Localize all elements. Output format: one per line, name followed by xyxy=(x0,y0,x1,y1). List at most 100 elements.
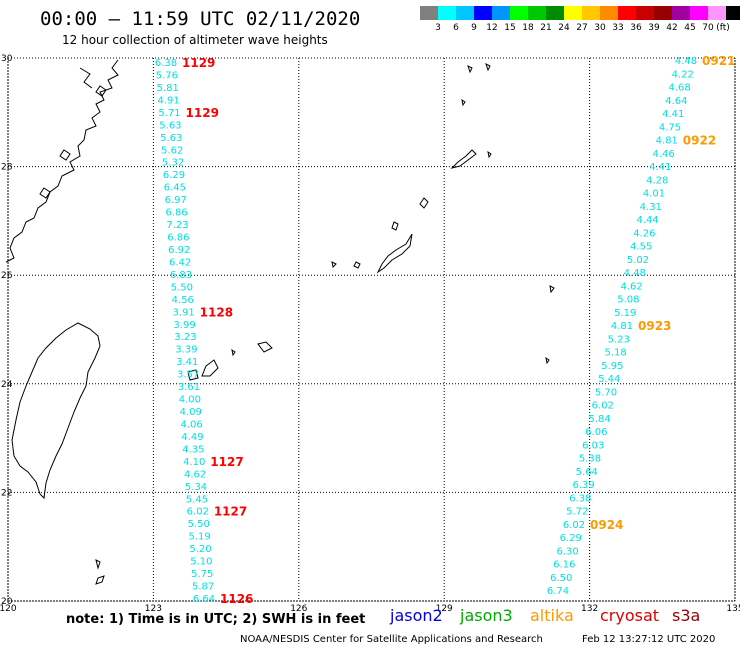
pass-time-label: 0924 xyxy=(590,518,623,532)
wave-height-value: 5.87 xyxy=(192,582,214,593)
small-island xyxy=(485,63,491,72)
scale-swatch xyxy=(708,6,726,20)
longitude-label: 123 xyxy=(145,604,162,614)
scale-swatch xyxy=(420,6,438,20)
wave-height-value: 7.23 xyxy=(166,220,188,231)
wave-height-value: 4.06 xyxy=(180,419,202,430)
scale-label: 30 xyxy=(594,23,606,33)
wave-height-value: 3.61 xyxy=(178,382,200,393)
pass-time-label: 0923 xyxy=(638,319,671,333)
scale-swatch xyxy=(492,6,510,20)
latitude-label: 22 xyxy=(1,488,12,498)
scale-label: 21 xyxy=(540,23,552,33)
wave-height-value: 4.41 xyxy=(649,162,671,173)
wave-height-value: 5.76 xyxy=(156,70,178,81)
iriomote-island xyxy=(187,369,199,381)
wave-height-value: 6.29 xyxy=(560,533,582,544)
wave-height-value: 6.02 xyxy=(563,520,585,531)
wave-height-value: 4.62 xyxy=(184,469,206,480)
wave-height-value: 6.92 xyxy=(168,245,190,256)
pass-time-label: 1127 xyxy=(214,505,247,519)
satellite-altika: altika xyxy=(530,606,574,625)
longitude-label: 126 xyxy=(290,604,307,614)
scale-label: 6 xyxy=(453,23,459,33)
scale-swatch xyxy=(690,6,708,20)
scale-swatch xyxy=(600,6,618,20)
wave-height-value: 6.42 xyxy=(169,257,191,268)
wave-height-value: 5.20 xyxy=(189,544,211,555)
wave-height-value: 6.50 xyxy=(550,573,572,584)
small-island xyxy=(487,150,492,159)
wave-height-value: 5.75 xyxy=(191,569,213,580)
generated-timestamp: Feb 12 13:27:12 UTC 2020 xyxy=(582,634,716,645)
okinoerabu-island xyxy=(391,221,399,231)
wave-height-value: 6.39 xyxy=(572,480,594,491)
scale-label: 33 xyxy=(612,23,624,33)
scale-label: 12 xyxy=(486,23,498,33)
source-credit: NOAA/NESDIS Center for Satellite Applica… xyxy=(240,634,543,645)
small-island xyxy=(95,559,101,570)
wave-height-value: 6.97 xyxy=(165,195,187,206)
wave-height-value: 5.19 xyxy=(188,532,210,543)
scale-swatch xyxy=(528,6,546,20)
map-title: 00:00 – 11:59 UTC 02/11/2020 xyxy=(40,8,361,30)
wave-height-value: 5.63 xyxy=(159,120,181,131)
wave-height-value: 4.28 xyxy=(646,175,668,186)
small-island xyxy=(331,261,337,269)
pass-time-label: 1127 xyxy=(210,455,243,469)
wave-height-value: 4.91 xyxy=(158,95,180,106)
wave-height-value: 3.57 xyxy=(177,370,199,381)
wave-height-value: 3.23 xyxy=(174,332,196,343)
satellite-s3a: s3a xyxy=(672,606,701,625)
wave-height-value: 5.50 xyxy=(188,519,210,530)
wave-height-value: 6.06 xyxy=(585,427,607,438)
wave-height-value: 6.83 xyxy=(170,270,192,281)
wave-height-value: 4.49 xyxy=(181,432,203,443)
wave-height-value: 5.08 xyxy=(617,295,639,306)
scale-swatch xyxy=(510,6,528,20)
longitude-label: 132 xyxy=(581,604,598,614)
scale-label: 9 xyxy=(471,23,477,33)
satellite-jason2: jason2 xyxy=(390,606,443,625)
wave-height-value: 4.81 xyxy=(611,321,633,332)
latitude-label: 30 xyxy=(1,54,13,64)
okinawa-island xyxy=(376,233,413,274)
wave-height-value: 6.86 xyxy=(165,208,187,219)
wave-height-value: 4.35 xyxy=(182,444,204,455)
wave-height-value: 5.10 xyxy=(190,557,212,568)
scale-swatch xyxy=(474,6,492,20)
wave-height-value: 5.63 xyxy=(160,133,182,144)
latitude-label: 24 xyxy=(1,380,13,390)
longitude-label: 120 xyxy=(0,604,17,614)
wave-height-value: 5.23 xyxy=(608,334,630,345)
wave-height-value: 4.44 xyxy=(636,215,658,226)
wave-height-value: 4.31 xyxy=(640,202,662,213)
wave-height-value: 5.70 xyxy=(595,387,617,398)
wave-height-value: 4.01 xyxy=(643,189,665,200)
scale-swatch xyxy=(582,6,600,20)
scale-label: 36 xyxy=(630,23,642,33)
scale-label: 42 xyxy=(666,23,678,33)
china-coastline xyxy=(5,59,119,263)
wave-height-value: 5.34 xyxy=(185,482,207,493)
wave-height-value: 6.29 xyxy=(163,170,185,181)
wave-height-value: 4.09 xyxy=(180,407,202,418)
wave-height-value: 6.30 xyxy=(556,546,578,557)
longitude-label: 135 xyxy=(726,604,740,614)
wave-height-value: 5.72 xyxy=(566,507,588,518)
wave-height-value: 4.26 xyxy=(633,228,655,239)
scale-swatch xyxy=(636,6,654,20)
latitude-label: 26 xyxy=(1,271,13,281)
scale-label: 45 xyxy=(684,23,696,33)
small-island xyxy=(231,348,236,357)
pass-time-label: 1128 xyxy=(200,305,233,319)
scale-label: 27 xyxy=(576,23,588,33)
small-island xyxy=(95,575,105,585)
wave-height-value: 6.38 xyxy=(155,58,177,69)
wave-height-value: 5.18 xyxy=(604,348,626,359)
wave-height-value: 5.44 xyxy=(598,374,620,385)
units-note: note: 1) Time is in UTC; 2) SWH is in fe… xyxy=(66,612,366,627)
wave-height-value: 6.45 xyxy=(164,183,186,194)
pass-time-label: 1129 xyxy=(182,56,215,70)
